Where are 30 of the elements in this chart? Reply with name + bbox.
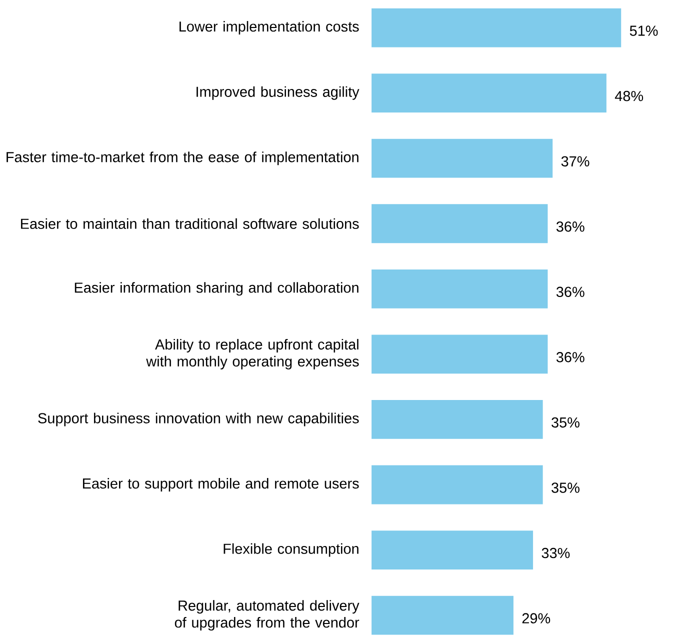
bar — [372, 400, 543, 439]
bar — [372, 204, 548, 244]
data-label: 36% — [556, 352, 584, 362]
y-tick-label: Faster time-to-market from the ease of implementation — [6, 152, 358, 166]
bar — [372, 270, 548, 308]
bar — [372, 334, 548, 374]
bar — [372, 596, 514, 635]
y-tick-label: Support business innovation with new capabilities — [38, 412, 359, 426]
y-tick-label: Improved business agility — [196, 86, 360, 100]
data-label: 36% — [556, 222, 584, 232]
y-tick-label: Lower implementation costs — [180, 21, 359, 35]
bar — [372, 138, 553, 178]
bar — [372, 8, 622, 48]
y-tick-label: Regular, automated delivery of upgrades from the vendor — [174, 600, 360, 631]
data-label: 48% — [614, 90, 644, 102]
bar — [372, 74, 606, 113]
y-tick-label: Ability to replace upfront capital with monthly operating expenses — [146, 339, 359, 370]
y-tick-label: Flexible consumption — [224, 543, 358, 557]
y-tick-label: Easier to maintain than traditional software solutions — [21, 218, 359, 229]
data-label: 35% — [552, 417, 580, 428]
data-label: 51% — [630, 26, 658, 36]
data-label: 35% — [552, 482, 580, 493]
bar — [372, 530, 534, 570]
y-tick-label: Easier to support mobile and remote users — [82, 478, 359, 492]
data-label: 33% — [542, 548, 570, 558]
y-tick-label: Easier information sharing and collaboration — [74, 282, 358, 296]
bar — [372, 465, 543, 504]
data-label: 29% — [522, 613, 550, 624]
data-label: 37% — [561, 156, 590, 167]
data-label: 36% — [556, 286, 584, 298]
